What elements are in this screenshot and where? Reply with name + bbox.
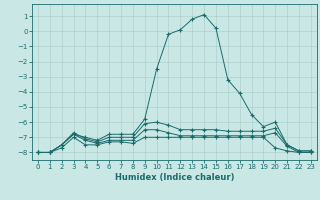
X-axis label: Humidex (Indice chaleur): Humidex (Indice chaleur) xyxy=(115,173,234,182)
